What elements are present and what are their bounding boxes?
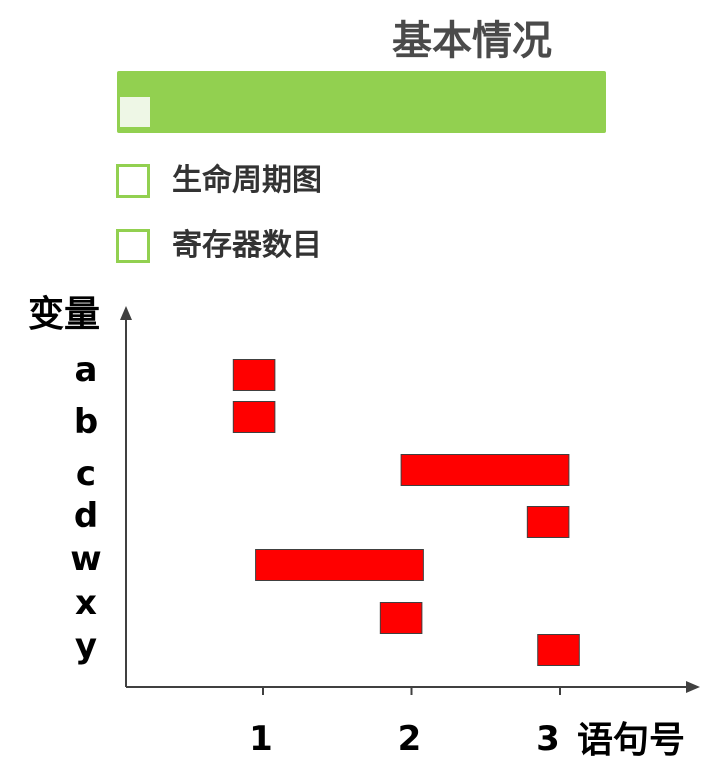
x-tick-label: 2 [398,719,422,759]
x-axis-arrow-icon [686,681,700,693]
banner-square-icon [120,97,150,127]
page-title: 基本情况 [392,18,552,64]
y-category-label: w [70,539,101,579]
x-tick-label: 3 [536,719,560,759]
lifetime-bar-c [400,454,570,486]
lifetime-bar-y [537,634,580,666]
checkbox-square-icon [116,229,150,263]
x-axis-title: 语句号 [577,720,685,761]
y-category-label: a [75,350,98,390]
y-category-label: x [75,583,97,623]
y-axis-arrow-icon [120,306,132,320]
y-category-label: d [74,496,98,536]
title-area: 基本情况 [0,8,718,64]
y-axis-title: 变量 [28,293,100,335]
bullet-label: 寄存器数目 [172,228,322,263]
x-tick-label: 1 [249,719,273,759]
bullet-label: 生命周期图 [172,163,322,198]
y-category-label: c [76,454,96,494]
lifetime-bar-d [526,506,570,538]
checkbox-square-icon [116,164,150,198]
header-banner [117,71,606,133]
lifetime-bar-b [232,401,276,433]
lifetime-bar-a [232,359,276,391]
lifetime-bar-w [255,549,424,581]
y-category-label: y [75,626,97,666]
y-category-label: b [74,402,98,442]
lifetime-bar-x [379,602,423,634]
